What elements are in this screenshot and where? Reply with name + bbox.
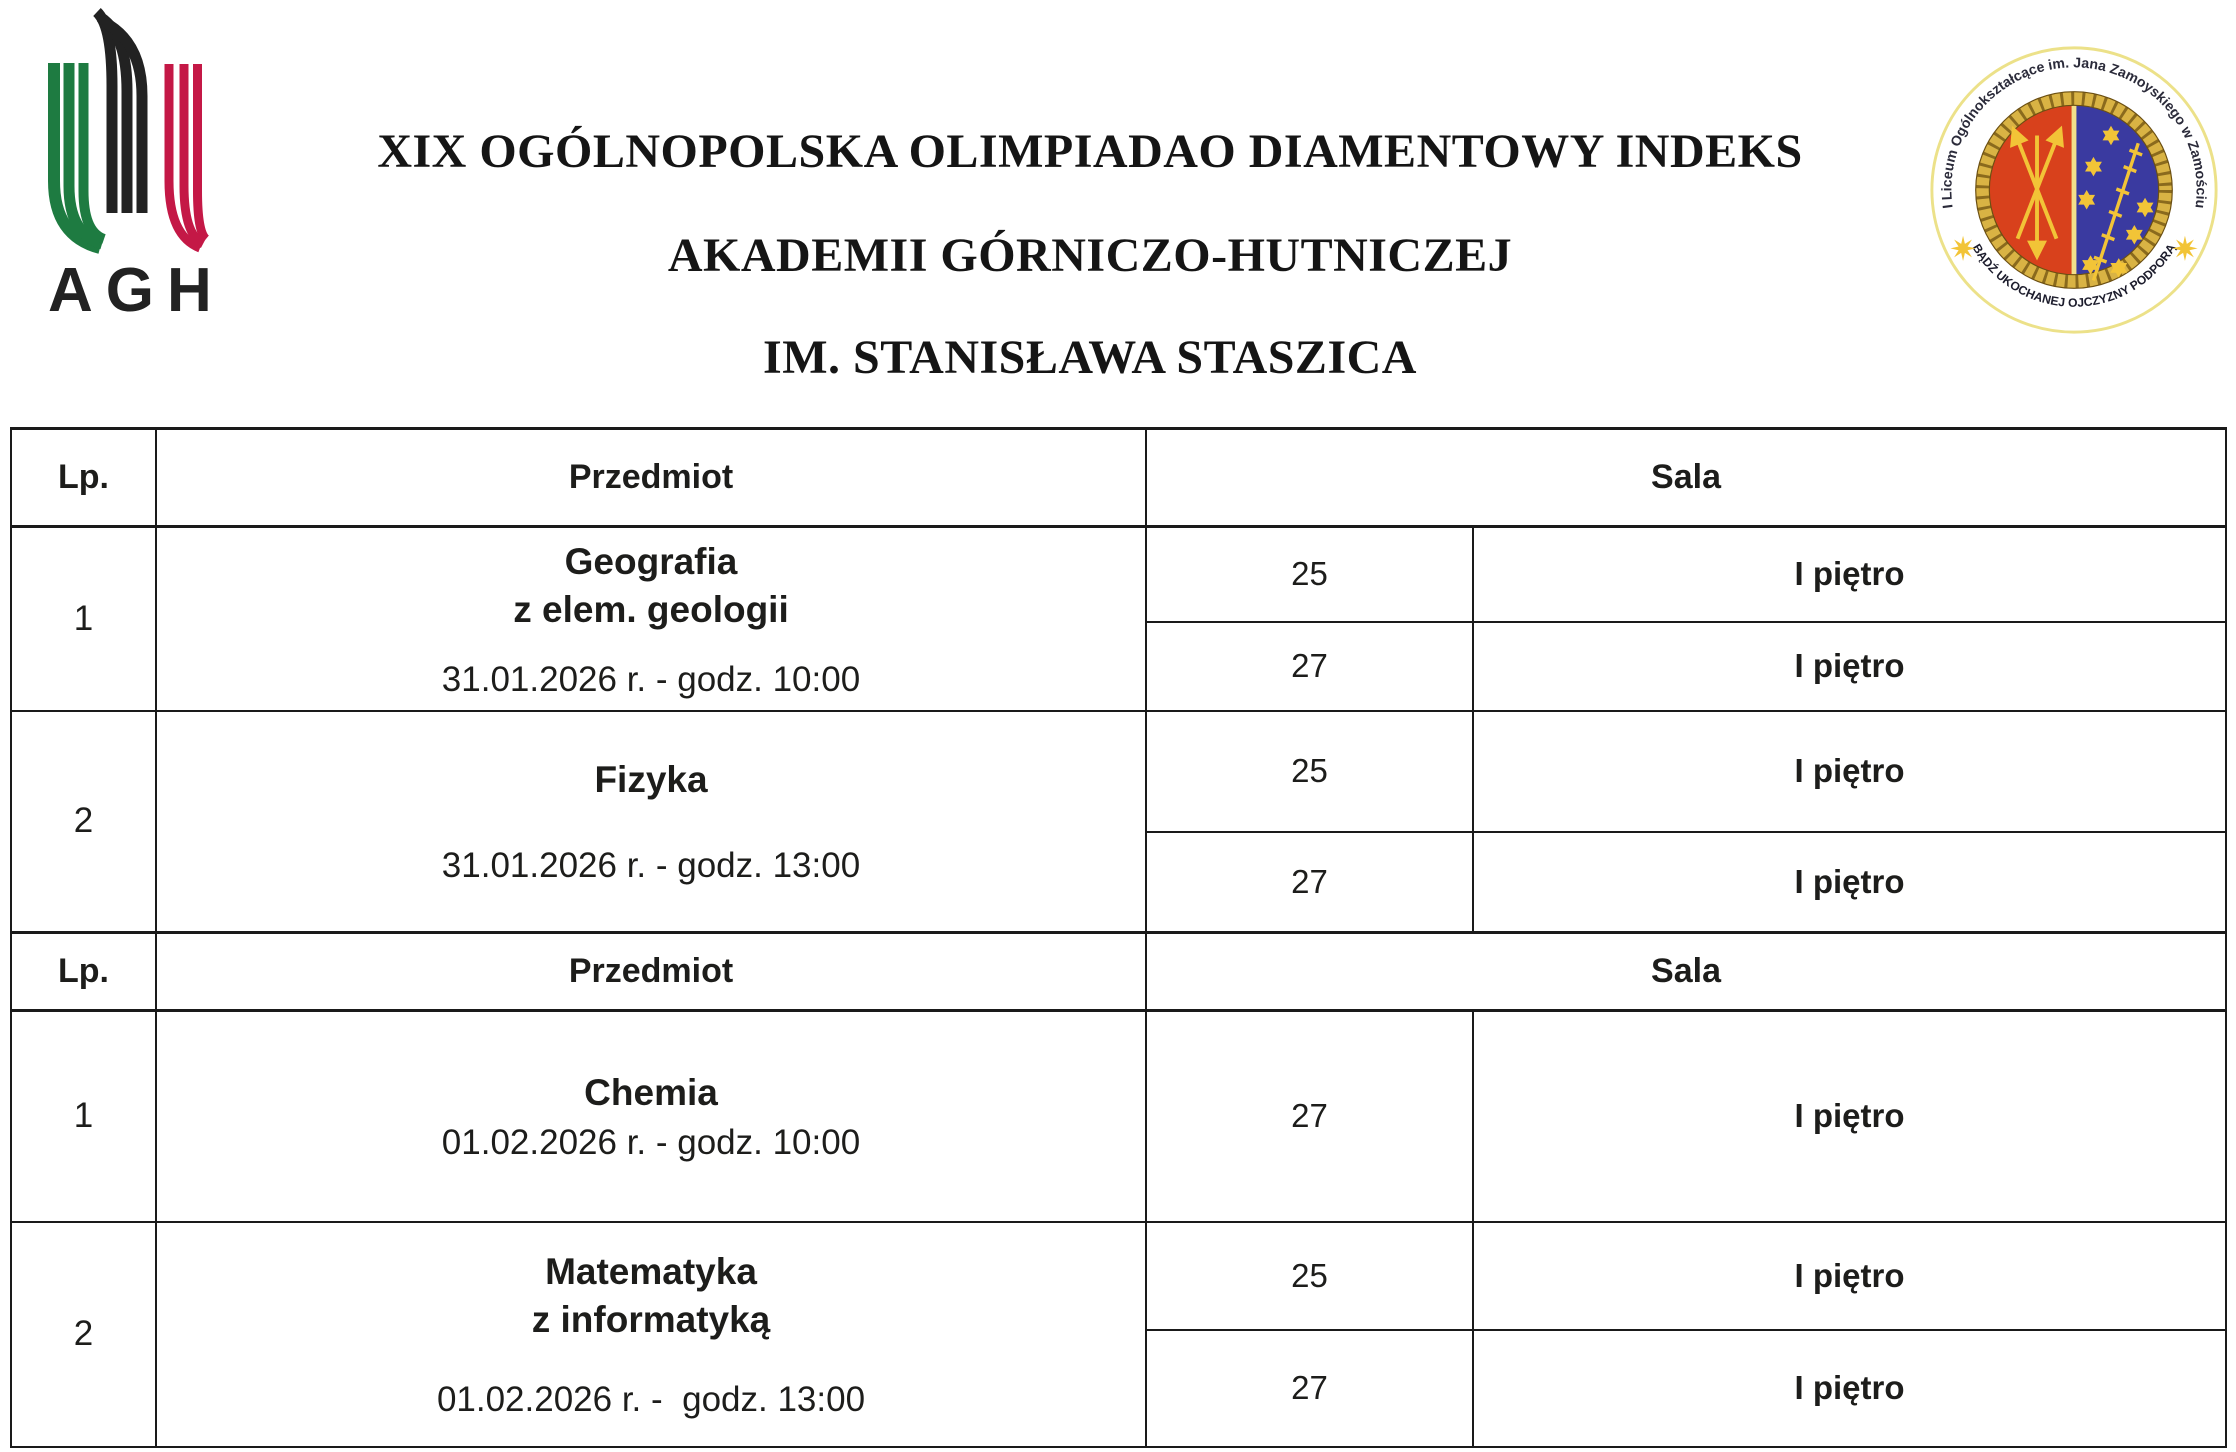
- subject-cell: Geografia z elem. geologii 31.01.2026 r.…: [155, 525, 1147, 712]
- exam-date: 31.01.2026 r. - godz. 13:00: [441, 846, 861, 886]
- room-cell: 27: [1145, 1009, 1474, 1223]
- sash-ladder-icon: [2091, 142, 2143, 282]
- agh-red-stripes: [164, 64, 210, 253]
- title-line-1: XIX OGÓLNOPOLSKA OLIMPIADAO DIAMENTOWY I…: [377, 125, 1803, 178]
- room-cell: 27: [1145, 620, 1474, 712]
- header-przedmiot: Przedmiot: [155, 931, 1147, 1012]
- floor-cell: I piętro: [1471, 1328, 2228, 1448]
- header-przedmiot: Przedmiot: [155, 427, 1147, 528]
- subject-line: z informatyką: [531, 1299, 771, 1340]
- floor-cell: I piętro: [1471, 1220, 2228, 1331]
- side-stars: [1950, 235, 2198, 262]
- agh-green-stripes: [48, 63, 107, 254]
- table-row: 27 I piętro: [11, 620, 2228, 712]
- room-cell: 27: [1145, 1328, 1474, 1448]
- header-sala: Sala: [1144, 427, 2228, 528]
- table-row: 2 Fizyka 31.01.2026 r. - godz. 13:00 25 …: [10, 709, 2228, 934]
- table-row: 2 Matematyka z informatyką 01.02.2026 r.…: [10, 1220, 2228, 1448]
- exam-date: 01.02.2026 r. - godz. 13:00: [436, 1380, 866, 1419]
- lp-cell: 1: [10, 1009, 157, 1223]
- emblem-rope-ring: [1975, 91, 2173, 289]
- subject-line: Chemia: [584, 1072, 718, 1114]
- lp-cell: 2: [10, 1220, 157, 1448]
- table-header-row: Lp. Przedmiot Sala: [10, 931, 2228, 1012]
- floor-cell: I piętro: [1471, 830, 2228, 934]
- subject-line: Fizyka: [594, 759, 708, 801]
- table-row: 1 Geografia z elem. geologii 31.01.2026 …: [10, 525, 2228, 712]
- lp-cell: 1: [10, 525, 157, 712]
- exam-date: 31.01.2026 r. - godz. 10:00: [441, 659, 861, 699]
- table-row: 27 I piętro: [11, 1328, 2228, 1448]
- crossed-arrows-icon: [2010, 125, 2064, 261]
- floor-cell: I piętro: [1471, 620, 2228, 712]
- subject-line: Matematyka: [545, 1251, 757, 1292]
- title-line-2: AKADEMII GÓRNICZO-HUTNICZEJ: [667, 229, 1513, 282]
- subject-cell: Fizyka 31.01.2026 r. - godz. 13:00: [155, 709, 1147, 934]
- school-emblem-icon: I Liceum Ogólnokształcące im. Jana Zamoy…: [1930, 46, 2218, 334]
- header-lp: Lp.: [10, 427, 157, 528]
- room-cell: 25: [1145, 709, 1474, 833]
- title-line-3: IM. STANISŁAWA STASZICA: [763, 331, 1417, 384]
- table-row: 27 I piętro: [11, 830, 2228, 934]
- floor-cell: I piętro: [1471, 525, 2228, 623]
- header-lp: Lp.: [10, 931, 157, 1012]
- agh-logo-text: AGH: [48, 256, 225, 325]
- room-cell: 25: [1145, 525, 1474, 623]
- agh-logo-icon: AGH: [48, 7, 225, 325]
- exam-schedule-table: Lp. Przedmiot Sala 1 Geografia z elem. g…: [10, 427, 2228, 1448]
- floor-cell: I piętro: [1471, 1009, 2228, 1223]
- subject-line: z elem. geologii: [513, 588, 789, 630]
- table-header-row: Lp. Przedmiot Sala: [10, 427, 2228, 528]
- header-sala: Sala: [1144, 931, 2228, 1012]
- room-cell: 25: [1145, 1220, 1474, 1331]
- agh-black-stripes: [92, 7, 148, 213]
- lp-cell: 2: [10, 709, 157, 934]
- table-row: 1 Chemia 01.02.2026 r. - godz. 10:00 27 …: [10, 1009, 2228, 1223]
- floor-cell: I piętro: [1471, 709, 2228, 833]
- subject-cell: Matematyka z informatyką 01.02.2026 r. -…: [155, 1220, 1147, 1448]
- exam-date: 01.02.2026 r. - godz. 10:00: [441, 1123, 861, 1163]
- school-emblem: I Liceum Ogólnokształcące im. Jana Zamoy…: [1928, 44, 2220, 336]
- agh-university-logo: AGH: [28, 6, 258, 336]
- subject-line: Geografia: [564, 540, 738, 582]
- subject-cell: Chemia 01.02.2026 r. - godz. 10:00: [155, 1009, 1147, 1223]
- room-cell: 27: [1145, 830, 1474, 934]
